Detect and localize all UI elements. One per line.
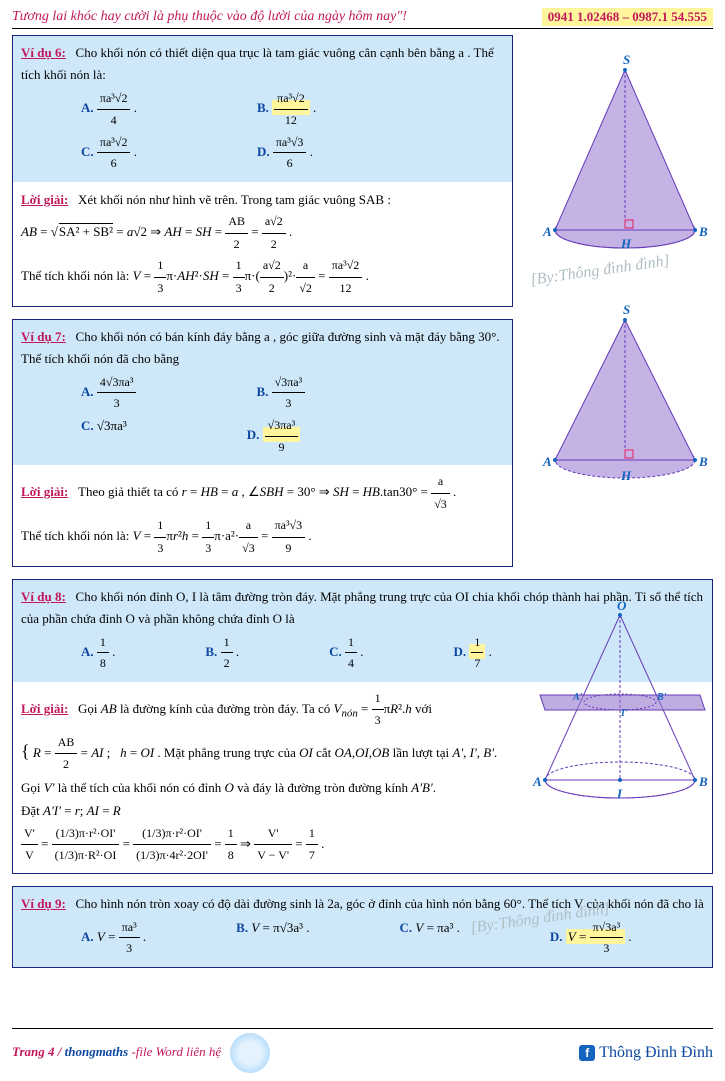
vd9-opt-a: A. V = πa³3 . bbox=[81, 917, 146, 959]
figure-cone-8: O A B I A' B' I' bbox=[525, 600, 715, 810]
problem-6-question: Ví dụ 6: Cho khối nón có thiết diện qua … bbox=[13, 36, 512, 182]
svg-text:A: A bbox=[542, 224, 552, 239]
vd8-label: Ví dụ 8: bbox=[21, 589, 66, 604]
vd6-opt-b: B. πa³√212 . bbox=[257, 88, 316, 130]
svg-text:B: B bbox=[698, 454, 708, 469]
vd6-label: Ví dụ 6: bbox=[21, 45, 66, 60]
svg-text:S: S bbox=[623, 52, 630, 67]
svg-text:I': I' bbox=[620, 708, 628, 719]
mascot-icon bbox=[230, 1033, 270, 1073]
footer-left: Trang 4 / thongmaths -file Word liên hệ bbox=[12, 1033, 276, 1073]
footer: Trang 4 / thongmaths -file Word liên hệ … bbox=[12, 1028, 713, 1073]
vd7-opt-d: D. √3πa³9 bbox=[247, 415, 300, 457]
vd9-opt-b: B. V = π√3a³ . bbox=[236, 917, 309, 959]
vd7-label: Ví dụ 7: bbox=[21, 329, 66, 344]
vd9-opt-c: C. V = πa³ . bbox=[400, 917, 460, 959]
vd6-solution: Lời giải: Xét khối nón như hình vẽ trên.… bbox=[13, 182, 512, 306]
footer-note: -file Word liên hệ bbox=[131, 1044, 221, 1059]
svg-text:S: S bbox=[623, 302, 630, 317]
figure-cone-6: S A B H bbox=[535, 50, 715, 260]
svg-text:A: A bbox=[532, 774, 542, 789]
vd8-opt-c: C. 14 . bbox=[329, 632, 363, 674]
header-bar: Tương lai khóc hay cười là phụ thuộc vào… bbox=[12, 8, 713, 29]
svg-text:A': A' bbox=[572, 692, 583, 703]
vd6-sol-line1: Xét khối nón như hình vẽ trên. Trong tam… bbox=[78, 192, 391, 207]
vd6-text: Cho khối nón có thiết diện qua trục là t… bbox=[21, 45, 494, 82]
vd7-opt-a: A. 4√3πa³3 bbox=[81, 372, 136, 414]
problem-7-box: Ví dụ 7: Cho khối nón có bán kính đáy bằ… bbox=[12, 319, 513, 567]
problem-6-box: Ví dụ 6: Cho khối nón có thiết diện qua … bbox=[12, 35, 513, 307]
page-number: 4 bbox=[48, 1044, 55, 1059]
vd8-opt-a: A. 18 . bbox=[81, 632, 115, 674]
svg-text:B': B' bbox=[656, 692, 667, 703]
vd6-opt-a: A. πa³√24 . bbox=[81, 88, 137, 130]
vd6-opt-c: C. πa³√26 . bbox=[81, 132, 137, 174]
vd7-solution: Lời giải: Theo giả thiết ta có r = HB = … bbox=[13, 465, 512, 565]
vd8-opt-b: B. 12 . bbox=[205, 632, 239, 674]
svg-text:H: H bbox=[620, 468, 632, 483]
vd7-text: Cho khối nón có bán kính đáy bằng a , gó… bbox=[21, 329, 500, 366]
svg-text:I: I bbox=[616, 786, 623, 801]
vd6-answers: A. πa³√24 . B. πa³√212 . C. πa³√26 . D. … bbox=[21, 88, 504, 174]
figure-cone-7: S A B H bbox=[535, 300, 715, 490]
motto-text: Tương lai khóc hay cười là phụ thuộc vào… bbox=[12, 9, 407, 25]
footer-source: thongmaths bbox=[65, 1044, 129, 1059]
vd7-opt-c: C. √3πa³ bbox=[81, 415, 127, 457]
vd8-opt-d: D. 17 . bbox=[453, 632, 491, 674]
footer-author: Thông Đình Đình bbox=[599, 1044, 713, 1062]
svg-text:B: B bbox=[698, 224, 708, 239]
svg-text:B: B bbox=[698, 774, 708, 789]
problem-7-question: Ví dụ 7: Cho khối nón có bán kính đáy bằ… bbox=[13, 320, 512, 466]
vd7-solution-label: Lời giải: bbox=[21, 484, 68, 499]
vd7-opt-b: B. √3πa³3 bbox=[256, 372, 305, 414]
vd7-answers: A. 4√3πa³3 B. √3πa³3 C. √3πa³ D. √3πa³9 bbox=[21, 372, 504, 458]
svg-text:A: A bbox=[542, 454, 552, 469]
svg-text:O: O bbox=[617, 600, 627, 613]
phone-numbers: 0941 1.02468 – 0987.1 54.555 bbox=[542, 8, 713, 26]
vd8-solution-label: Lời giải: bbox=[21, 701, 68, 716]
vd9-label: Ví dụ 9: bbox=[21, 896, 66, 911]
page: Tương lai khóc hay cười là phụ thuộc vào… bbox=[0, 0, 725, 1081]
problem-9-question: Ví dụ 9: Cho hình nón tròn xoay có độ dà… bbox=[13, 887, 712, 967]
svg-text:H: H bbox=[620, 236, 632, 251]
vd9-answers: A. V = πa³3 . B. V = π√3a³ . C. V = πa³ … bbox=[21, 917, 704, 959]
page-label: Trang bbox=[12, 1044, 45, 1059]
vd6-solution-label: Lời giải: bbox=[21, 192, 68, 207]
vd6-opt-d: D. πa³√36 . bbox=[257, 132, 313, 174]
facebook-icon: f bbox=[579, 1045, 595, 1061]
problem-9-box: Ví dụ 9: Cho hình nón tròn xoay có độ dà… bbox=[12, 886, 713, 968]
footer-right: f Thông Đình Đình bbox=[579, 1044, 713, 1062]
